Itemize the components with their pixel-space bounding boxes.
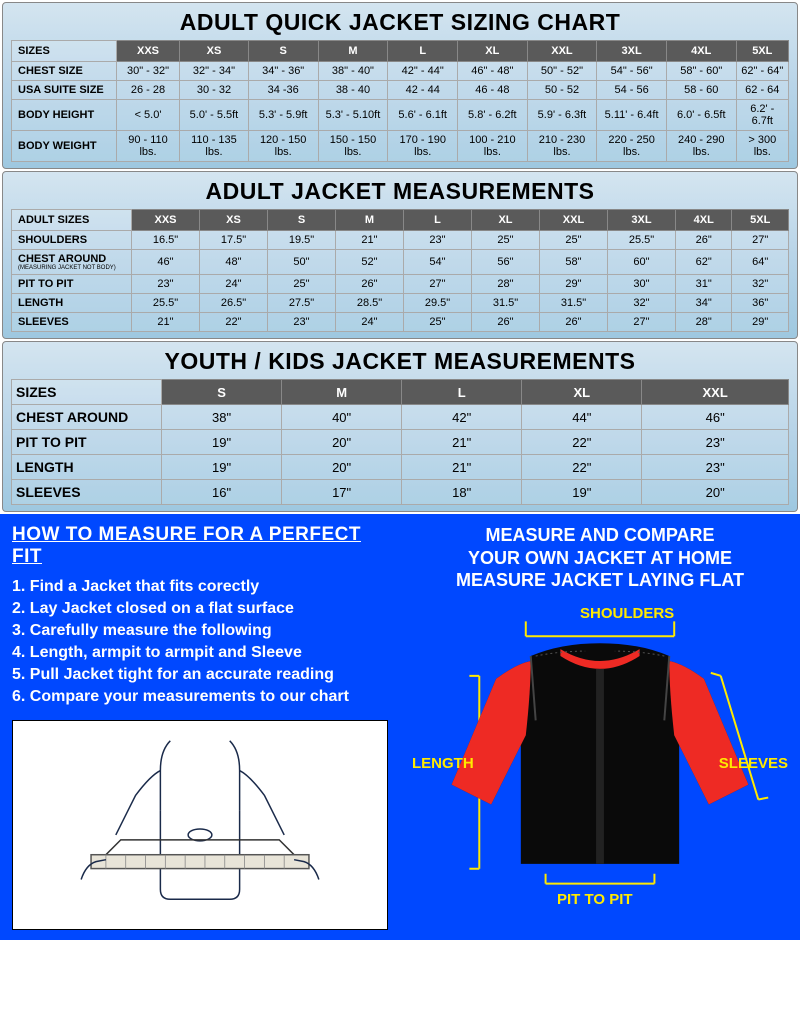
table2-title: ADULT JACKET MEASUREMENTS [11,178,789,205]
howto-step: 3. Carefully measure the following [12,622,388,640]
howto-step: 6. Compare your measurements to our char… [12,688,388,706]
sleeves-label: SLEEVES [719,755,788,772]
table-row: SLEEVES21"22"23"24"25"26"26"27"28"29" [12,313,789,332]
table-row: PIT TO PIT19"20"21"22"23" [12,430,789,455]
measuring-sketch [12,720,388,930]
youth-measurements-table: SIZES SMLXLXXL CHEST AROUND38"40"42"44"4… [11,379,789,505]
table-row: CHEST AROUND(MEASURING JACKET NOT BODY)4… [12,250,789,275]
table-row: CHEST SIZE30" - 32"32" - 34"34" - 36"38"… [12,62,789,81]
sizes-label: SIZES [12,41,117,62]
jacket-diagram: SHOULDERS LENGTH SLEEVES PIT TO PIT [412,600,788,910]
howto-title: HOW TO MEASURE FOR A PERFECT FIT [12,524,388,568]
adult-measurements-panel: ADULT JACKET MEASUREMENTS ADULT SIZES XX… [2,171,798,339]
pit-label: PIT TO PIT [557,891,633,908]
adult-quick-sizing-table: SIZES XXSXSSMLXLXXL3XL4XL5XL CHEST SIZE3… [11,40,789,162]
table-row: BODY HEIGHT< 5.0'5.0' - 5.5ft5.3' - 5.9f… [12,100,789,131]
table-row: PIT TO PIT23"24"25"26"27"28"29"30"31"32" [12,275,789,294]
youth-measurements-panel: YOUTH / KIDS JACKET MEASUREMENTS SIZES S… [2,341,798,512]
table3-title: YOUTH / KIDS JACKET MEASUREMENTS [11,348,789,375]
measure-title: MEASURE AND COMPARE YOUR OWN JACKET AT H… [412,524,788,592]
table-row: USA SUITE SIZE26 - 2830 - 3234 -3638 - 4… [12,81,789,100]
sizes-label: ADULT SIZES [12,210,132,231]
howto-step: 2. Lay Jacket closed on a flat surface [12,600,388,618]
table-row: SLEEVES16"17"18"19"20" [12,480,789,505]
table1-title: ADULT QUICK JACKET SIZING CHART [11,9,789,36]
table-header-row: ADULT SIZES XXSXSSMLXLXXL3XL4XL5XL [12,210,789,231]
table-header-row: SIZES XXSXSSMLXLXXL3XL4XL5XL [12,41,789,62]
bottom-section: HOW TO MEASURE FOR A PERFECT FIT 1. Find… [0,514,800,940]
table-row: CHEST AROUND38"40"42"44"46" [12,405,789,430]
shoulders-label: SHOULDERS [580,605,674,622]
table-row: SHOULDERS16.5"17.5"19.5"21"23"25"25"25.5… [12,231,789,250]
howto-step: 1. Find a Jacket that fits corectly [12,578,388,596]
howto-step: 5. Pull Jacket tight for an accurate rea… [12,666,388,684]
howto-column: HOW TO MEASURE FOR A PERFECT FIT 1. Find… [0,514,400,940]
adult-measurements-table: ADULT SIZES XXSXSSMLXLXXL3XL4XL5XL SHOUL… [11,209,789,332]
table-row: BODY WEIGHT90 - 110 lbs.110 - 135 lbs.12… [12,131,789,162]
table-row: LENGTH19"20"21"22"23" [12,455,789,480]
measure-column: MEASURE AND COMPARE YOUR OWN JACKET AT H… [400,514,800,940]
adult-quick-sizing-panel: ADULT QUICK JACKET SIZING CHART SIZES XX… [2,2,798,169]
length-label: LENGTH [412,755,474,772]
howto-steps: 1. Find a Jacket that fits corectly 2. L… [12,578,388,706]
table-header-row: SIZES SMLXLXXL [12,380,789,405]
sizes-label: SIZES [12,380,162,405]
table-row: LENGTH25.5"26.5"27.5"28.5"29.5"31.5"31.5… [12,294,789,313]
howto-step: 4. Length, armpit to armpit and Sleeve [12,644,388,662]
